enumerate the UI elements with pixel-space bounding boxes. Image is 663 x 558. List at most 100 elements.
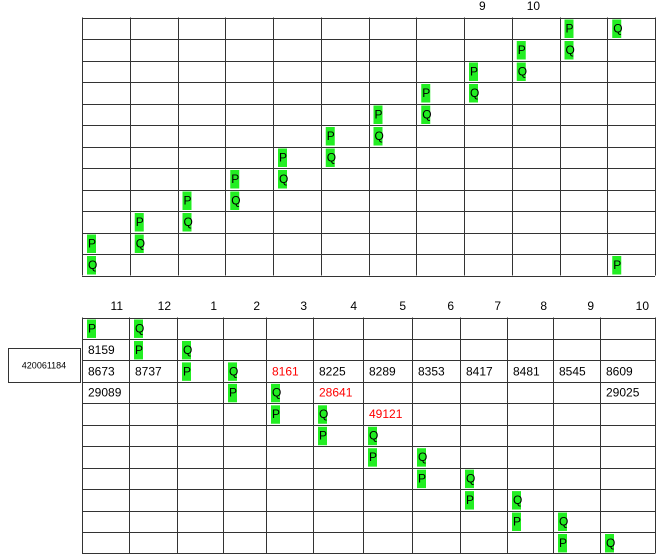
cell-text: P — [375, 107, 383, 121]
cell-text: 29089 — [88, 386, 122, 400]
highlight — [278, 170, 287, 189]
highlight — [612, 19, 622, 38]
cell-text: P — [470, 64, 478, 78]
highlight — [134, 319, 143, 338]
cell-text: 29025 — [606, 386, 640, 400]
cell-text: P — [229, 386, 237, 400]
cell-text: Q — [231, 193, 240, 207]
cell-text: P — [279, 150, 287, 164]
highlight — [182, 362, 191, 381]
highlight — [87, 319, 96, 338]
cell-text: Q — [513, 493, 522, 507]
cell-text: 8225 — [319, 364, 346, 378]
highlight — [87, 234, 96, 253]
column-header: 9 — [479, 0, 486, 13]
highlight — [182, 340, 191, 360]
highlight — [421, 84, 431, 103]
cell-text: Q — [566, 43, 575, 57]
column-header: 9 — [587, 299, 594, 313]
cell-text: 8545 — [559, 364, 586, 378]
cell-text: P — [327, 129, 335, 143]
cell-text: P — [88, 236, 96, 250]
cell-text: Q — [319, 407, 328, 421]
cell-text: P — [88, 321, 96, 335]
highlight — [516, 62, 526, 81]
cell-text: Q — [418, 450, 427, 464]
highlight — [325, 127, 335, 146]
column-header: 7 — [494, 299, 501, 313]
cell-text: 8159 — [88, 343, 115, 357]
side-label: 420061184 — [22, 360, 66, 370]
cell-text: 49121 — [369, 407, 403, 421]
highlight — [512, 512, 521, 531]
highlight — [278, 148, 287, 167]
cell-text: Q — [229, 364, 238, 378]
highlight — [373, 105, 383, 124]
cell-text: 8673 — [88, 364, 115, 378]
highlight — [558, 534, 567, 553]
cell-text: Q — [606, 536, 615, 550]
cell-text: P — [184, 193, 192, 207]
cell-text: 8609 — [606, 364, 633, 378]
cell-text: Q — [272, 386, 281, 400]
column-header: 5 — [399, 299, 406, 313]
highlight — [228, 383, 237, 403]
column-header: 3 — [300, 299, 307, 313]
highlight — [469, 62, 478, 81]
column-header: 4 — [350, 299, 357, 313]
highlight — [512, 491, 521, 510]
highlight — [228, 362, 237, 381]
cell-text: P — [369, 450, 377, 464]
highlight — [421, 105, 431, 124]
cell-text: P — [513, 514, 521, 528]
cell-text: 8481 — [513, 364, 540, 378]
highlight — [368, 426, 377, 446]
highlight — [516, 41, 526, 60]
highlight — [373, 127, 383, 146]
cell-text: Q — [466, 472, 475, 486]
cell-text: P — [319, 429, 327, 443]
highlight — [564, 19, 574, 38]
highlight — [465, 469, 474, 489]
highlight — [318, 405, 327, 424]
cell-text: Q — [327, 150, 336, 164]
highlight — [368, 448, 377, 467]
cell-text: Q — [375, 129, 384, 143]
cell-text: P — [231, 172, 239, 186]
cell-text: P — [183, 364, 191, 378]
cell-text: 8417 — [466, 364, 493, 378]
highlight — [417, 448, 426, 467]
cell-text: Q — [422, 107, 431, 121]
highlight — [230, 191, 240, 210]
highlight — [605, 534, 614, 553]
cell-text: P — [418, 472, 426, 486]
highlight — [564, 41, 574, 60]
highlight — [558, 512, 567, 531]
column-header: 12 — [158, 299, 172, 313]
cell-text: 8161 — [272, 364, 299, 378]
highlight — [134, 340, 143, 360]
cell-text: Q — [88, 258, 97, 272]
highlight — [465, 491, 474, 510]
highlight — [271, 383, 280, 403]
cell-text: Q — [136, 236, 145, 250]
cell-text: Q — [369, 429, 378, 443]
cell-text: P — [566, 21, 574, 35]
highlight — [325, 148, 335, 167]
cell-text: Q — [470, 86, 479, 100]
cell-text: Q — [135, 321, 144, 335]
cell-text: P — [518, 43, 526, 57]
highlight — [182, 213, 192, 232]
highlight — [182, 191, 192, 210]
cell-text: P — [135, 343, 143, 357]
cell-text: 8353 — [418, 364, 445, 378]
highlight — [230, 170, 240, 189]
column-header: 11 — [111, 299, 124, 313]
cell-text: Q — [183, 343, 192, 357]
column-header: 8 — [540, 299, 547, 313]
highlight — [318, 426, 327, 446]
highlight — [134, 234, 144, 253]
column-header: 6 — [447, 299, 454, 313]
highlight — [271, 405, 280, 424]
